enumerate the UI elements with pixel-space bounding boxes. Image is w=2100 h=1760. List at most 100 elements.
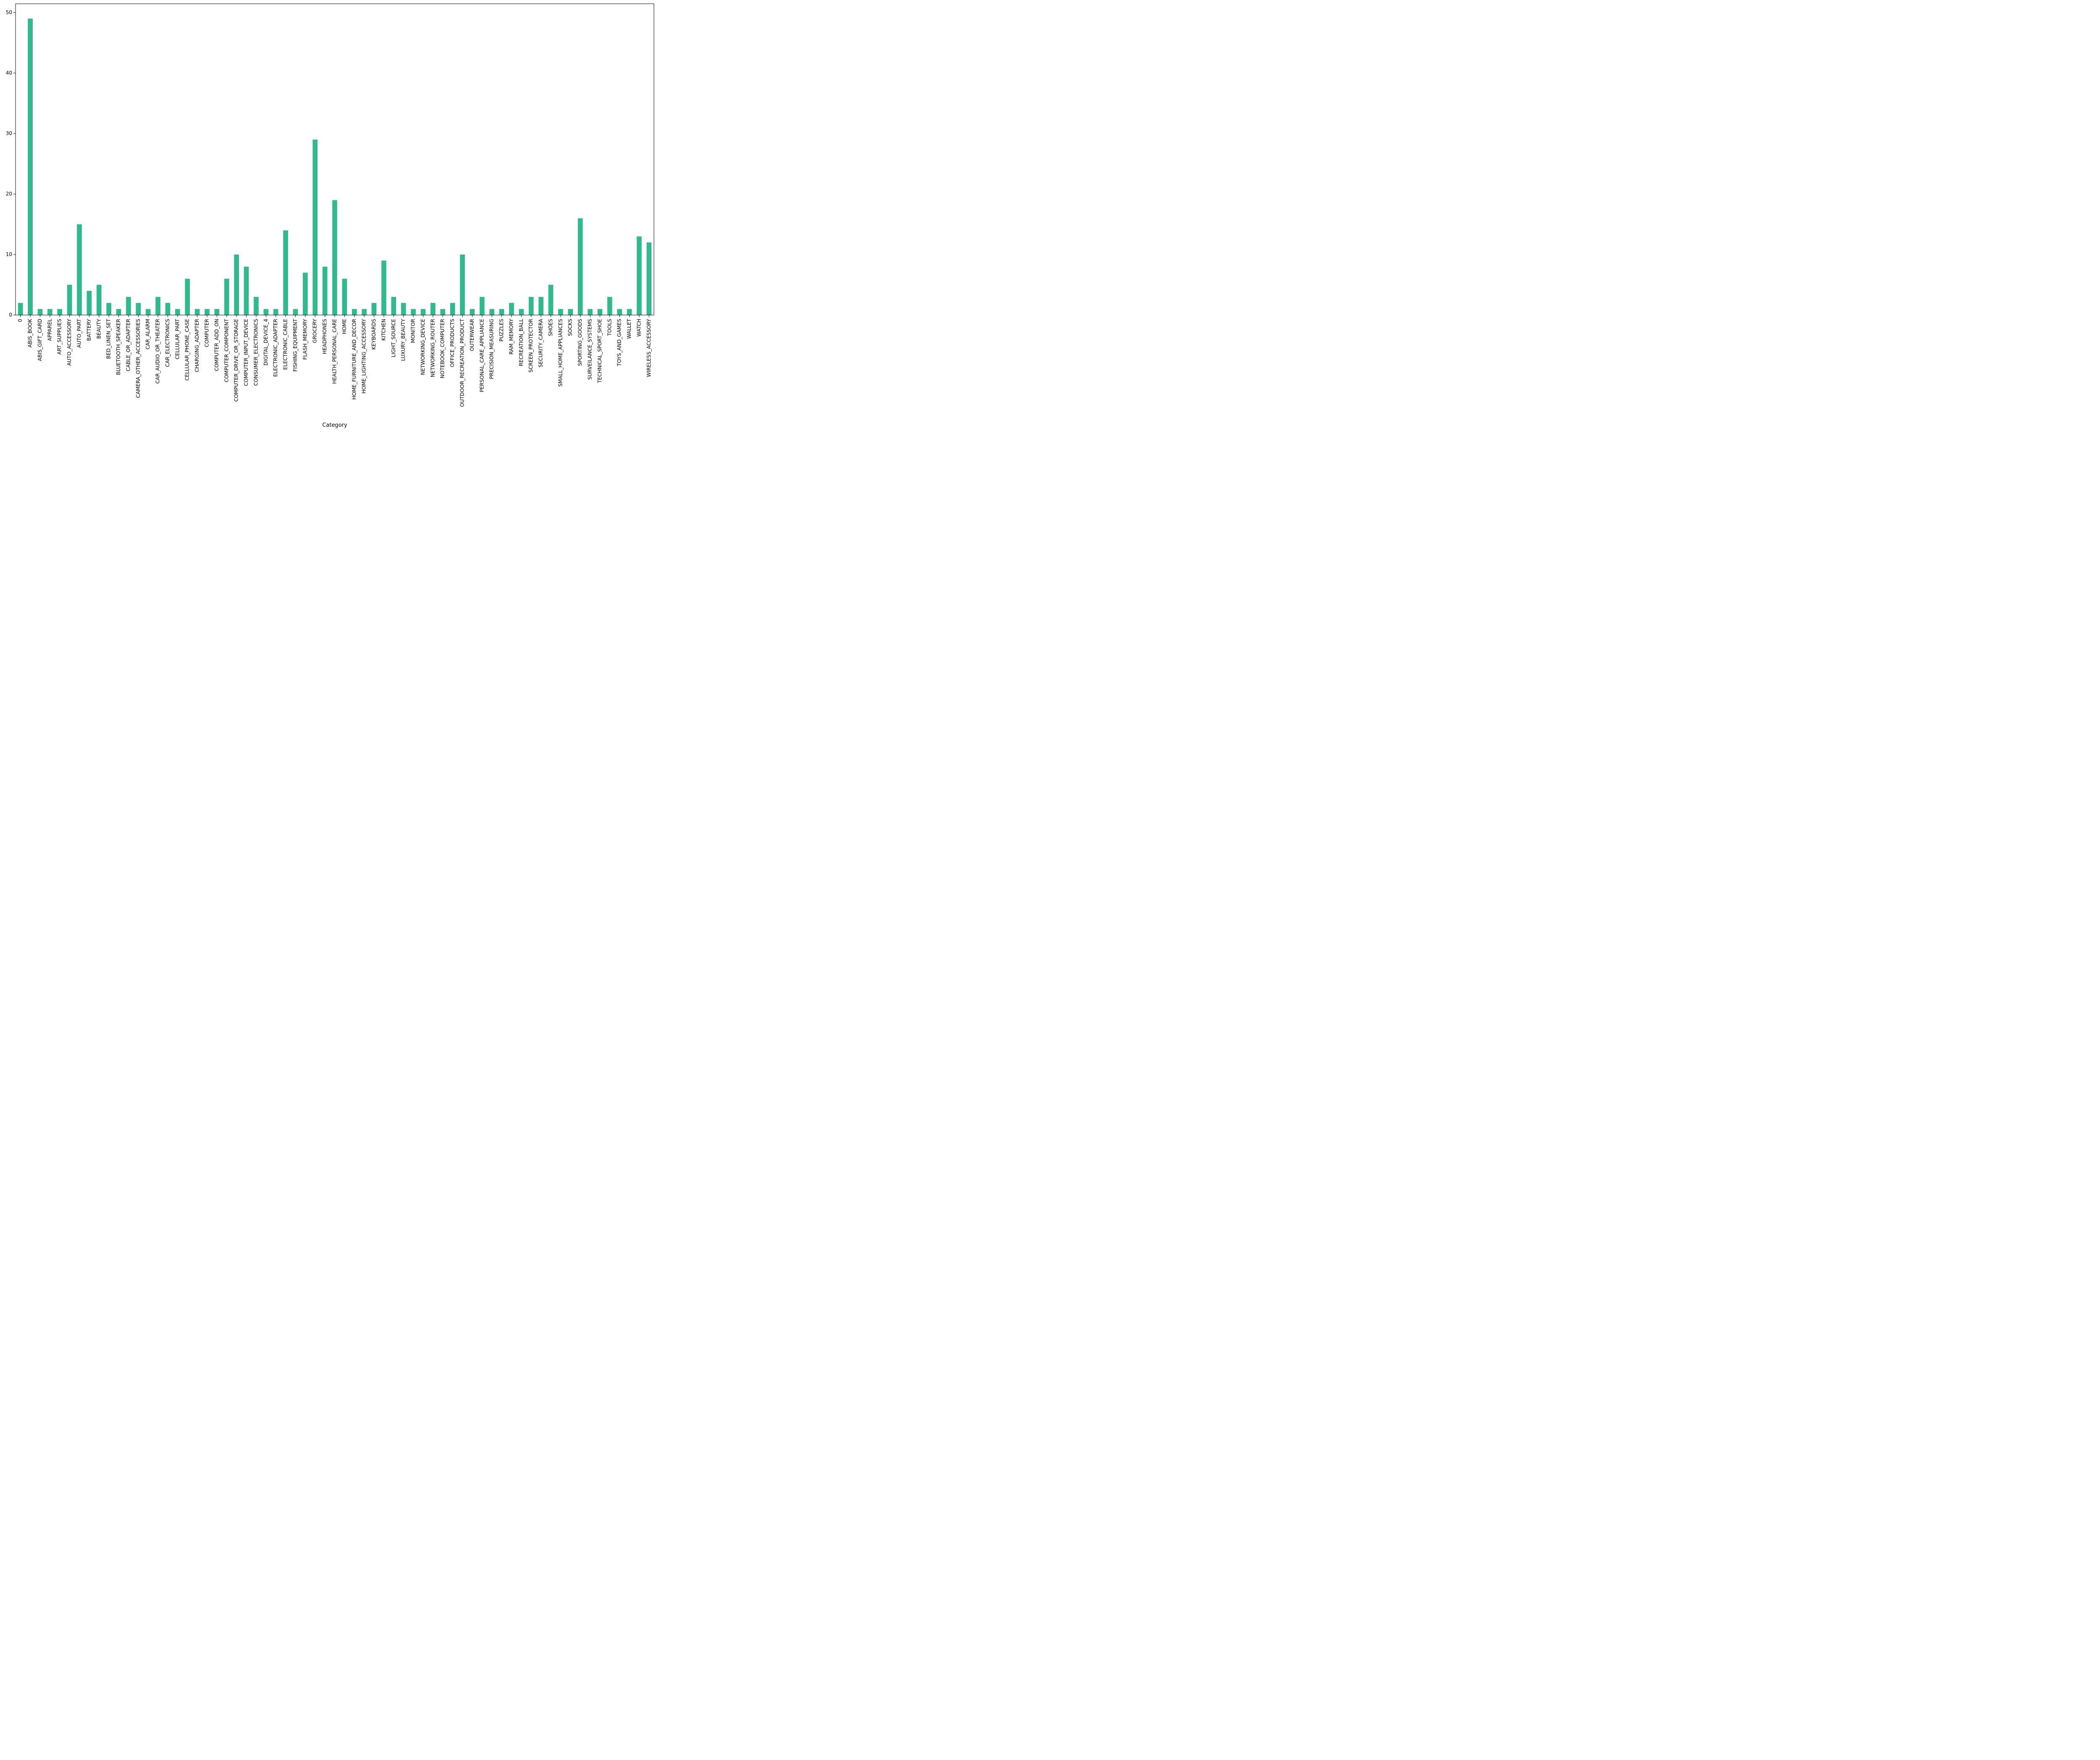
x-tick-label: RECREATION_BALL — [518, 319, 524, 366]
x-tick-label: CHARGING_ADAPTER — [194, 319, 200, 372]
x-tick-label: PUZZLES — [499, 319, 504, 341]
x-tick-label: CAR_ALARM — [145, 319, 151, 349]
bar — [617, 309, 622, 315]
bar — [627, 309, 632, 315]
x-tick-label: SCREEN_PROTECTOR — [528, 319, 534, 373]
y-tick-label: 30 — [6, 130, 12, 136]
bar — [646, 242, 652, 315]
plot-frame — [15, 3, 654, 315]
x-tick-label: ELECTRONIC_ADAPTER — [273, 319, 278, 377]
x-tick-label: OUTERWEAR — [469, 319, 475, 351]
x-tick-label: LIGHT_SOURCE — [391, 319, 396, 357]
bar — [37, 309, 43, 315]
bar — [263, 309, 269, 315]
x-tick-label: CONSUMER_ELECTRONICS — [253, 319, 259, 386]
x-tick-label: OUTDOOR_RECREATION_PRODUCT — [459, 318, 465, 407]
x-tick-label: ABIS_GIFT_CARD — [37, 319, 43, 361]
bar-chart: 0 10 20 30 40 50 0 ABIS_BOOK ABIS_GIFT_CARD APPA… — [6, 3, 654, 428]
bar — [332, 200, 337, 315]
x-tick-label: ART_SUPPLIES — [57, 319, 63, 355]
bar — [136, 303, 141, 315]
x-tick-label: COMPUTER_DRIVE_OR_STORAGE — [234, 319, 239, 402]
x-tick-label: CAR_ELECTRONICS — [165, 319, 171, 367]
x-tick-label: GROCERY — [312, 318, 318, 343]
bar — [312, 139, 318, 315]
bar — [175, 309, 180, 315]
x-tick-label: HEALTH_PERSONAL_CARE — [332, 319, 338, 384]
x-tick-label: NETWORKING_DEVICE — [420, 319, 426, 375]
x-tick-label: BATTERY — [86, 318, 92, 341]
x-tick-label: KITCHEN — [381, 319, 386, 341]
x-tick-label: CELLULAR_PHONE_CASE — [184, 319, 190, 381]
bar — [499, 309, 504, 315]
x-tick-label: PRECISION_MEASURING — [489, 319, 495, 379]
x-tick-label: SURVEILANCE_SYSTEMS — [587, 319, 593, 380]
bar — [588, 309, 593, 315]
bar — [548, 284, 554, 315]
bar — [637, 236, 642, 315]
bar — [96, 284, 102, 315]
bar — [401, 303, 406, 315]
bar — [322, 266, 328, 315]
bar — [224, 278, 229, 315]
y-tick-label: 10 — [6, 251, 12, 257]
x-tick-label: WATCH — [636, 319, 642, 337]
x-tick-label: SECURITY_CAMERA — [538, 318, 544, 367]
bar — [558, 309, 563, 315]
x-tick-label: LUXURY_BEAUTY — [400, 318, 406, 361]
bar — [470, 309, 475, 315]
bar — [597, 309, 603, 315]
bar — [194, 309, 200, 315]
bar — [578, 218, 583, 315]
x-tick-label: HOME_LIGHTING_ACCESSORY — [361, 318, 367, 394]
bar — [607, 297, 612, 315]
bar — [450, 303, 455, 315]
bar — [116, 309, 121, 315]
bar — [28, 18, 33, 315]
x-tick-label: PERSONAL_CARE_APPLIANCE — [479, 319, 485, 392]
bar — [440, 309, 446, 315]
bar-chart-figure: 0 10 20 30 40 50 0 ABIS_BOOK ABIS_GIFT_CARD APPA… — [0, 0, 659, 432]
x-tick-label: HOME_FURNITURE_AND_DECOR — [351, 319, 357, 399]
x-tick-label: COMPUTER_COMPONENT — [223, 318, 229, 382]
bar — [234, 254, 239, 315]
x-tick-label: DIGITAL_DEVICE_4 — [263, 319, 269, 365]
x-tick-label: AUTO_PART — [76, 318, 82, 348]
x-tick-label: TECHNICAL_SPORT_SHOE — [597, 319, 603, 384]
bar — [489, 309, 494, 315]
x-tick-label: NETWORKING_ROUTER — [430, 319, 436, 377]
bar — [126, 297, 131, 315]
bar — [205, 309, 210, 315]
bar — [509, 303, 514, 315]
x-tick-label: CABLE_OR_ADAPTER — [125, 319, 131, 371]
y-tick-label: 40 — [6, 70, 12, 76]
bar — [165, 303, 171, 315]
bar — [420, 309, 426, 315]
bar — [430, 303, 436, 315]
x-tick-label: NOTEBOOK_COMPUTER — [440, 319, 446, 378]
x-tick-label: FISHING_EQUIPMENT — [292, 318, 298, 371]
bar — [87, 291, 92, 315]
x-tick-label: KEYBOARDS — [371, 319, 377, 349]
y-tick-label: 50 — [6, 9, 12, 15]
bar — [47, 309, 52, 315]
bar — [244, 266, 249, 315]
bar — [106, 303, 111, 315]
bars-group — [18, 18, 652, 315]
x-tick-label: MONITOR — [410, 319, 416, 343]
bar — [283, 230, 288, 315]
x-tick-label: COMPUTER_INPUT_DEVICE — [243, 319, 249, 386]
bar — [254, 297, 259, 315]
x-tick-label: SHOES — [548, 319, 554, 336]
bar — [185, 278, 190, 315]
bar — [391, 297, 396, 315]
bar — [528, 297, 534, 315]
x-tick-label: TOOLS — [606, 319, 612, 336]
bar — [568, 309, 573, 315]
bar — [77, 224, 82, 315]
x-tick-label: SOCKS — [567, 319, 573, 336]
bar — [155, 297, 160, 315]
x-tick-label: OFFICE_PRODUCTS — [449, 319, 455, 367]
bar — [273, 309, 278, 315]
bar — [411, 309, 416, 315]
